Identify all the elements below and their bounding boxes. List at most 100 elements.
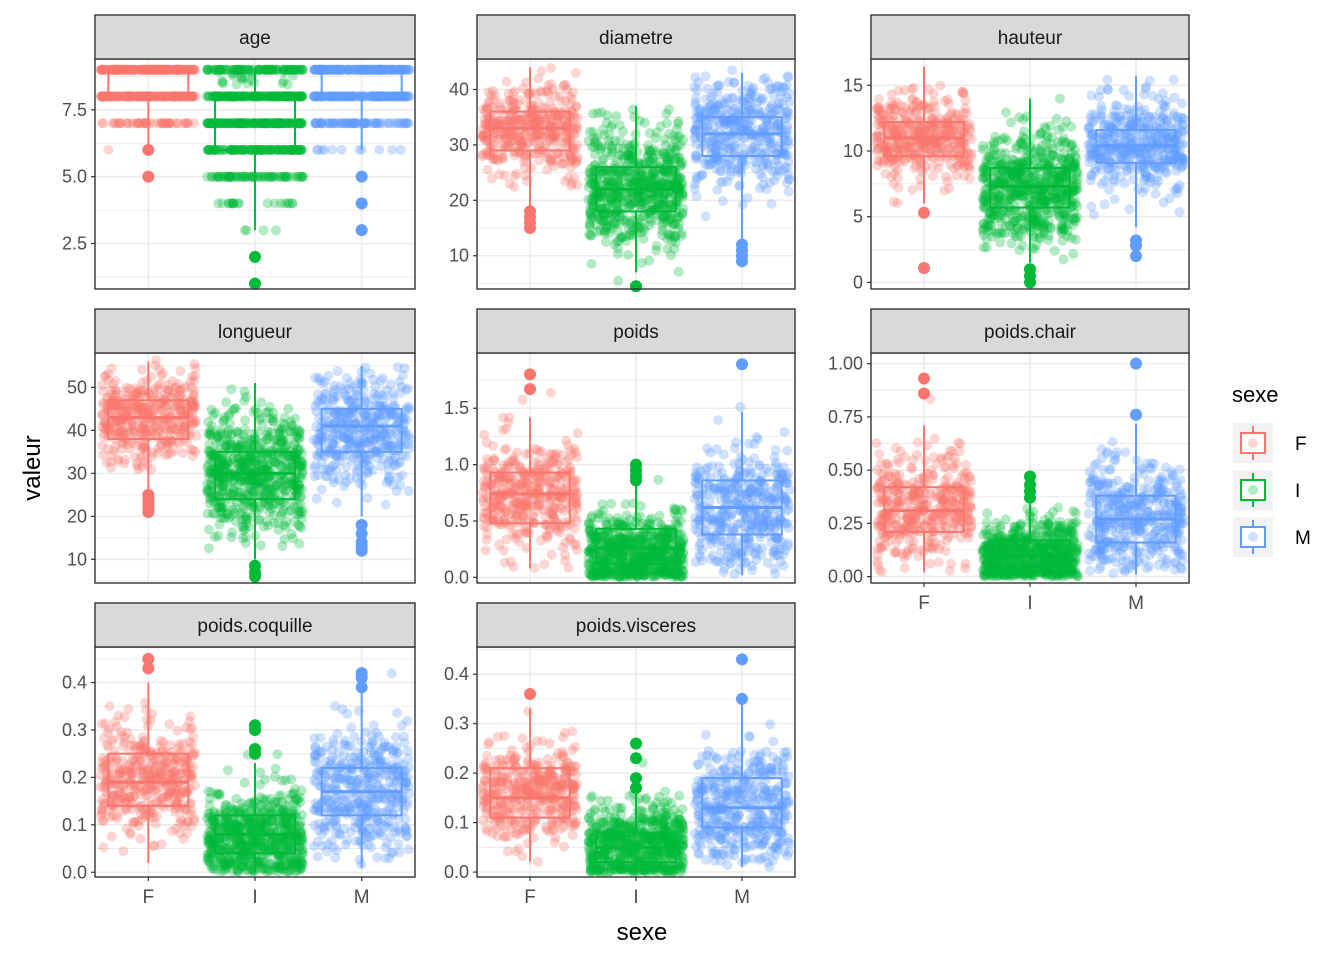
jitter-point — [121, 118, 132, 129]
jitter-point — [163, 379, 174, 390]
jitter-point — [560, 80, 571, 90]
jitter-point — [588, 126, 599, 137]
jitter-point — [752, 137, 763, 147]
jitter-point — [1122, 166, 1133, 177]
jitter-point — [1012, 141, 1022, 151]
jitter-point — [617, 126, 628, 137]
jitter-point — [1059, 223, 1070, 234]
jitter-point — [101, 91, 112, 102]
jitter-point — [189, 64, 200, 75]
jitter-point — [1096, 101, 1107, 112]
jitter-point — [541, 86, 552, 97]
jitter-point — [148, 118, 159, 129]
jitter-point — [287, 70, 298, 81]
jitter-point — [775, 137, 786, 148]
jitter-point — [95, 91, 106, 102]
jitter-point — [770, 166, 781, 176]
y-tick-label: 7.5 — [62, 100, 87, 120]
jitter-point — [778, 146, 788, 157]
jitter-point — [1042, 132, 1053, 143]
jitter-point — [727, 65, 738, 76]
jitter-point — [677, 188, 688, 199]
jitter-point — [528, 113, 539, 124]
jitter-point — [618, 143, 629, 154]
y-tick-label: 10 — [843, 141, 863, 161]
jitter-point — [584, 220, 595, 231]
jitter-point — [742, 192, 753, 203]
jitter-point — [97, 64, 108, 75]
jitter-point — [1169, 92, 1180, 103]
jitter-point — [989, 140, 1000, 150]
jitter-point — [1098, 130, 1109, 140]
outlier-point-M — [1130, 234, 1142, 247]
y-tick-label: 30 — [67, 463, 87, 483]
jitter-point — [187, 64, 198, 75]
jitter-point — [515, 140, 526, 151]
jitter-point — [1005, 117, 1016, 128]
jitter-point — [169, 118, 179, 129]
jitter-point — [309, 64, 320, 75]
jitter-point — [1124, 204, 1135, 215]
jitter-point — [535, 130, 546, 141]
jitter-point — [743, 80, 754, 91]
jitter-point — [518, 83, 529, 94]
jitter-point — [261, 64, 272, 75]
jitter-point — [189, 359, 200, 370]
jitter-point — [951, 170, 962, 181]
jitter-point — [638, 223, 649, 233]
jitter-point — [163, 118, 174, 129]
jitter-point — [187, 91, 198, 102]
jitter-point — [758, 74, 769, 85]
jitter-point — [1002, 135, 1013, 146]
outlier-point-M — [736, 238, 748, 251]
jitter-point — [96, 91, 107, 102]
jitter-point — [1049, 150, 1059, 161]
jitter-point — [519, 151, 530, 161]
jitter-point — [164, 118, 175, 129]
jitter-point — [1140, 155, 1151, 166]
jitter-point — [995, 237, 1006, 248]
jitter-point — [611, 208, 622, 219]
jitter-point — [164, 118, 175, 129]
jitter-point — [509, 150, 520, 161]
jitter-point — [1051, 113, 1062, 124]
jitter-point — [1141, 171, 1152, 182]
jitter-point — [1001, 107, 1011, 118]
jitter-point — [599, 129, 610, 140]
jitter-point — [1060, 209, 1071, 220]
jitter-point — [234, 64, 245, 75]
y-tick-label: 40 — [449, 79, 469, 99]
jitter-point — [189, 64, 200, 75]
facet-strip-label: diametre — [599, 28, 673, 49]
jitter-point — [287, 198, 298, 209]
jitter-point — [1049, 193, 1060, 204]
y-tick-label: 15 — [843, 75, 863, 95]
jitter-point — [1071, 170, 1082, 181]
jitter-point — [751, 97, 762, 108]
jitter-point — [172, 118, 183, 129]
jitter-point — [98, 64, 109, 75]
jitter-point — [1000, 148, 1011, 159]
jitter-point — [757, 161, 768, 172]
jitter-point — [179, 118, 190, 129]
jitter-point — [889, 127, 900, 138]
jitter-point — [673, 116, 684, 127]
jitter-point — [96, 91, 107, 102]
jitter-point — [505, 121, 516, 132]
jitter-point — [1086, 201, 1097, 212]
jitter-point — [636, 176, 647, 187]
outlier-point-M — [355, 197, 368, 210]
jitter-point — [98, 64, 109, 75]
jitter-point — [99, 91, 110, 102]
jitter-point — [1070, 151, 1081, 161]
jitter-point — [612, 226, 623, 237]
jitter-point — [97, 91, 108, 102]
jitter-point — [296, 144, 307, 155]
jitter-point — [623, 250, 634, 260]
jitter-point — [1143, 123, 1154, 134]
jitter-point — [651, 245, 662, 256]
jitter-point — [96, 64, 107, 75]
jitter-point — [189, 64, 200, 75]
jitter-point — [1035, 190, 1046, 201]
